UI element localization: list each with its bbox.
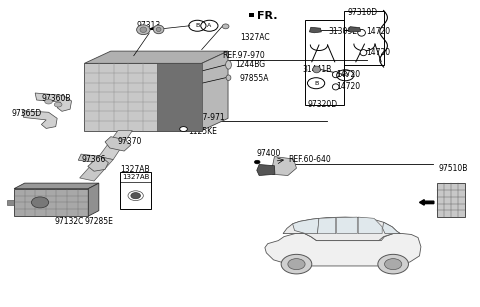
Bar — [437, 184, 465, 217]
Text: 1327AB: 1327AB — [122, 173, 149, 180]
Text: REF.97-970: REF.97-970 — [222, 51, 265, 60]
FancyArrow shape — [420, 200, 434, 205]
Polygon shape — [14, 183, 99, 188]
Polygon shape — [283, 217, 400, 241]
Circle shape — [384, 258, 402, 270]
Text: REF.97-971: REF.97-971 — [182, 113, 225, 122]
Text: 97360B: 97360B — [41, 94, 71, 103]
Text: A: A — [343, 73, 348, 78]
Polygon shape — [14, 188, 88, 216]
Circle shape — [378, 255, 408, 274]
Circle shape — [254, 160, 260, 164]
Text: 14720: 14720 — [366, 48, 390, 56]
Ellipse shape — [154, 25, 164, 34]
Polygon shape — [318, 218, 336, 234]
Ellipse shape — [332, 84, 339, 90]
Polygon shape — [293, 218, 319, 234]
Text: FR.: FR. — [257, 11, 277, 21]
Ellipse shape — [222, 24, 229, 29]
Circle shape — [32, 197, 48, 208]
Polygon shape — [383, 222, 400, 234]
Polygon shape — [157, 63, 202, 130]
Text: 1327AC: 1327AC — [240, 33, 270, 42]
Ellipse shape — [226, 60, 231, 69]
Text: 31441B: 31441B — [302, 65, 332, 74]
Polygon shape — [99, 130, 132, 160]
Text: 31309E: 31309E — [328, 27, 358, 36]
Text: 14720: 14720 — [366, 27, 390, 36]
Text: B: B — [314, 81, 318, 86]
Polygon shape — [78, 154, 108, 171]
Polygon shape — [273, 157, 297, 176]
Ellipse shape — [137, 25, 150, 35]
Polygon shape — [105, 137, 131, 151]
Text: A: A — [207, 23, 212, 28]
Ellipse shape — [332, 72, 339, 78]
Text: 1125KE: 1125KE — [188, 127, 217, 136]
Text: 97400: 97400 — [257, 149, 281, 158]
Text: 1244BG: 1244BG — [235, 60, 265, 69]
Polygon shape — [310, 27, 322, 33]
Text: 97132C: 97132C — [55, 217, 84, 226]
Polygon shape — [84, 63, 202, 130]
Bar — [344, 11, 384, 65]
Circle shape — [45, 99, 52, 104]
Circle shape — [180, 126, 187, 131]
Bar — [257, 170, 432, 279]
Bar — [120, 172, 152, 208]
Text: 97285E: 97285E — [84, 217, 113, 226]
Text: 97310D: 97310D — [348, 8, 378, 17]
Polygon shape — [22, 111, 57, 128]
Bar — [305, 20, 344, 105]
Text: 97855A: 97855A — [240, 74, 269, 83]
Text: 1327AB: 1327AB — [120, 165, 149, 174]
Ellipse shape — [156, 27, 161, 32]
Polygon shape — [358, 217, 382, 234]
Polygon shape — [336, 217, 357, 234]
Polygon shape — [257, 165, 275, 176]
Ellipse shape — [226, 75, 231, 80]
Polygon shape — [348, 27, 360, 32]
Text: 97370: 97370 — [118, 138, 142, 146]
Text: 97313: 97313 — [137, 21, 161, 30]
Ellipse shape — [360, 50, 367, 56]
Polygon shape — [265, 234, 421, 266]
Text: 97510B: 97510B — [439, 164, 468, 173]
Bar — [7, 200, 14, 205]
Circle shape — [131, 192, 141, 199]
Ellipse shape — [358, 29, 365, 36]
Bar — [249, 13, 254, 17]
Text: 14720: 14720 — [336, 82, 360, 91]
Polygon shape — [88, 183, 99, 216]
Ellipse shape — [140, 27, 147, 33]
Circle shape — [281, 255, 312, 274]
Circle shape — [54, 102, 62, 107]
Text: 97365D: 97365D — [11, 109, 41, 118]
Text: 97366: 97366 — [81, 155, 106, 164]
Polygon shape — [84, 51, 228, 63]
Polygon shape — [35, 93, 72, 111]
Text: B: B — [195, 23, 200, 28]
Text: REF.60-640: REF.60-640 — [288, 155, 331, 164]
Text: 14720: 14720 — [336, 70, 360, 79]
Polygon shape — [80, 157, 113, 181]
Text: 97320D: 97320D — [307, 100, 337, 109]
Polygon shape — [202, 51, 228, 130]
Ellipse shape — [313, 66, 321, 73]
Circle shape — [288, 258, 305, 270]
